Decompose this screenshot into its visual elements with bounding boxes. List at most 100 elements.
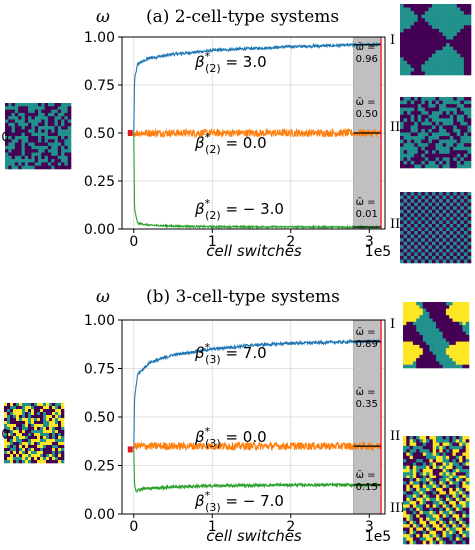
grid-cell bbox=[467, 67, 472, 72]
grid-cell bbox=[445, 511, 450, 515]
grid-cell bbox=[400, 153, 404, 158]
average-value: 0.96 bbox=[356, 54, 378, 65]
grid-cell bbox=[421, 21, 426, 26]
label-rest: = − 7.0 bbox=[221, 492, 284, 510]
grid-cell bbox=[428, 46, 433, 51]
grid-cell bbox=[400, 216, 404, 221]
grid-cell bbox=[435, 67, 440, 72]
grid-cell bbox=[412, 455, 417, 460]
grid-cell bbox=[11, 109, 16, 114]
grid-cell bbox=[10, 460, 14, 464]
grid-cell bbox=[452, 504, 457, 508]
grid-cell bbox=[57, 106, 62, 110]
grid-cell bbox=[414, 11, 419, 15]
grid-cell bbox=[406, 358, 410, 362]
grid-cell bbox=[14, 162, 19, 166]
grid-cell bbox=[67, 119, 72, 124]
grid-cell bbox=[28, 132, 32, 137]
grid-cell bbox=[403, 150, 408, 155]
grid-cell bbox=[435, 160, 440, 165]
grid-cell bbox=[8, 106, 12, 110]
grid-cell bbox=[453, 60, 458, 65]
grid-cell bbox=[442, 311, 447, 316]
grid-cell bbox=[436, 472, 440, 476]
grid-cell bbox=[21, 159, 26, 163]
grid-cell bbox=[462, 537, 466, 541]
grid-cell bbox=[421, 150, 426, 155]
grid-cell bbox=[410, 28, 415, 33]
grid-cell bbox=[25, 448, 29, 452]
grid-cell bbox=[421, 107, 426, 112]
grid-cell bbox=[409, 449, 414, 453]
grid-cell bbox=[439, 318, 443, 323]
grid-cell bbox=[409, 465, 414, 470]
grid-cell bbox=[416, 452, 420, 457]
grid-cell bbox=[436, 358, 440, 362]
grid-cell bbox=[421, 164, 426, 169]
grid-cell bbox=[34, 106, 39, 110]
grid-cell bbox=[455, 311, 460, 316]
grid-cell bbox=[25, 439, 29, 443]
grid-cell bbox=[409, 507, 414, 512]
grid-cell bbox=[436, 354, 440, 359]
grid-cell bbox=[28, 439, 32, 443]
grid-cell bbox=[28, 451, 32, 455]
grid-cell bbox=[46, 442, 50, 446]
grid-cell bbox=[426, 318, 430, 323]
grid-cell bbox=[41, 122, 45, 127]
grid-cell bbox=[31, 126, 35, 130]
grid-cell bbox=[435, 39, 440, 44]
grid-cell bbox=[449, 60, 454, 65]
grid-cell bbox=[416, 530, 420, 535]
grid-cell bbox=[8, 149, 12, 153]
grid-cell bbox=[463, 136, 468, 140]
grid-cell bbox=[424, 21, 429, 26]
label-sup: * bbox=[205, 50, 211, 63]
grid-cell bbox=[445, 487, 450, 492]
grid-cell bbox=[414, 160, 419, 165]
grid-cell bbox=[463, 43, 468, 47]
grid-cell bbox=[456, 67, 461, 72]
grid-cell bbox=[417, 32, 422, 37]
grid-cell bbox=[449, 517, 453, 522]
grid-cell bbox=[422, 530, 427, 535]
grid-cell bbox=[419, 494, 424, 499]
grid-cell bbox=[424, 238, 429, 242]
grid-cell bbox=[442, 157, 447, 162]
grid-cell bbox=[455, 442, 460, 447]
grid-cell bbox=[460, 60, 465, 65]
x-tick-label: 1 bbox=[208, 234, 217, 250]
grid-cell bbox=[426, 351, 430, 356]
grid-cell bbox=[465, 348, 470, 352]
grid-cell bbox=[419, 315, 424, 319]
grid-cell bbox=[19, 430, 23, 434]
grid-cell bbox=[449, 465, 453, 470]
grid-cell bbox=[31, 162, 35, 166]
grid-cell bbox=[465, 338, 470, 342]
grid-cell bbox=[414, 248, 419, 253]
grid-cell bbox=[406, 472, 410, 476]
series-label: β* (3) = 7.0 bbox=[194, 341, 267, 366]
grid-cell bbox=[460, 4, 465, 8]
grid-cell bbox=[452, 341, 457, 346]
grid-cell bbox=[421, 111, 426, 116]
grid-cell bbox=[424, 136, 429, 140]
grid-cell bbox=[442, 481, 447, 485]
grid-cell bbox=[419, 520, 424, 525]
grid-cell bbox=[431, 4, 436, 8]
grid-cell bbox=[417, 118, 422, 123]
grid-cell bbox=[43, 433, 47, 437]
grid-cell bbox=[442, 202, 447, 207]
grid-cell bbox=[428, 143, 433, 147]
grid-cell bbox=[406, 481, 410, 485]
grid-cell bbox=[5, 159, 9, 163]
grid-cell bbox=[456, 32, 461, 37]
grid-cell bbox=[431, 60, 436, 65]
grid-cell bbox=[429, 351, 433, 356]
grid-cell bbox=[417, 227, 422, 232]
grid-cell bbox=[424, 57, 429, 62]
grid-cell bbox=[403, 481, 407, 485]
grid-cell bbox=[24, 142, 29, 147]
grid-cell bbox=[424, 234, 429, 239]
grid-cell bbox=[414, 50, 419, 54]
